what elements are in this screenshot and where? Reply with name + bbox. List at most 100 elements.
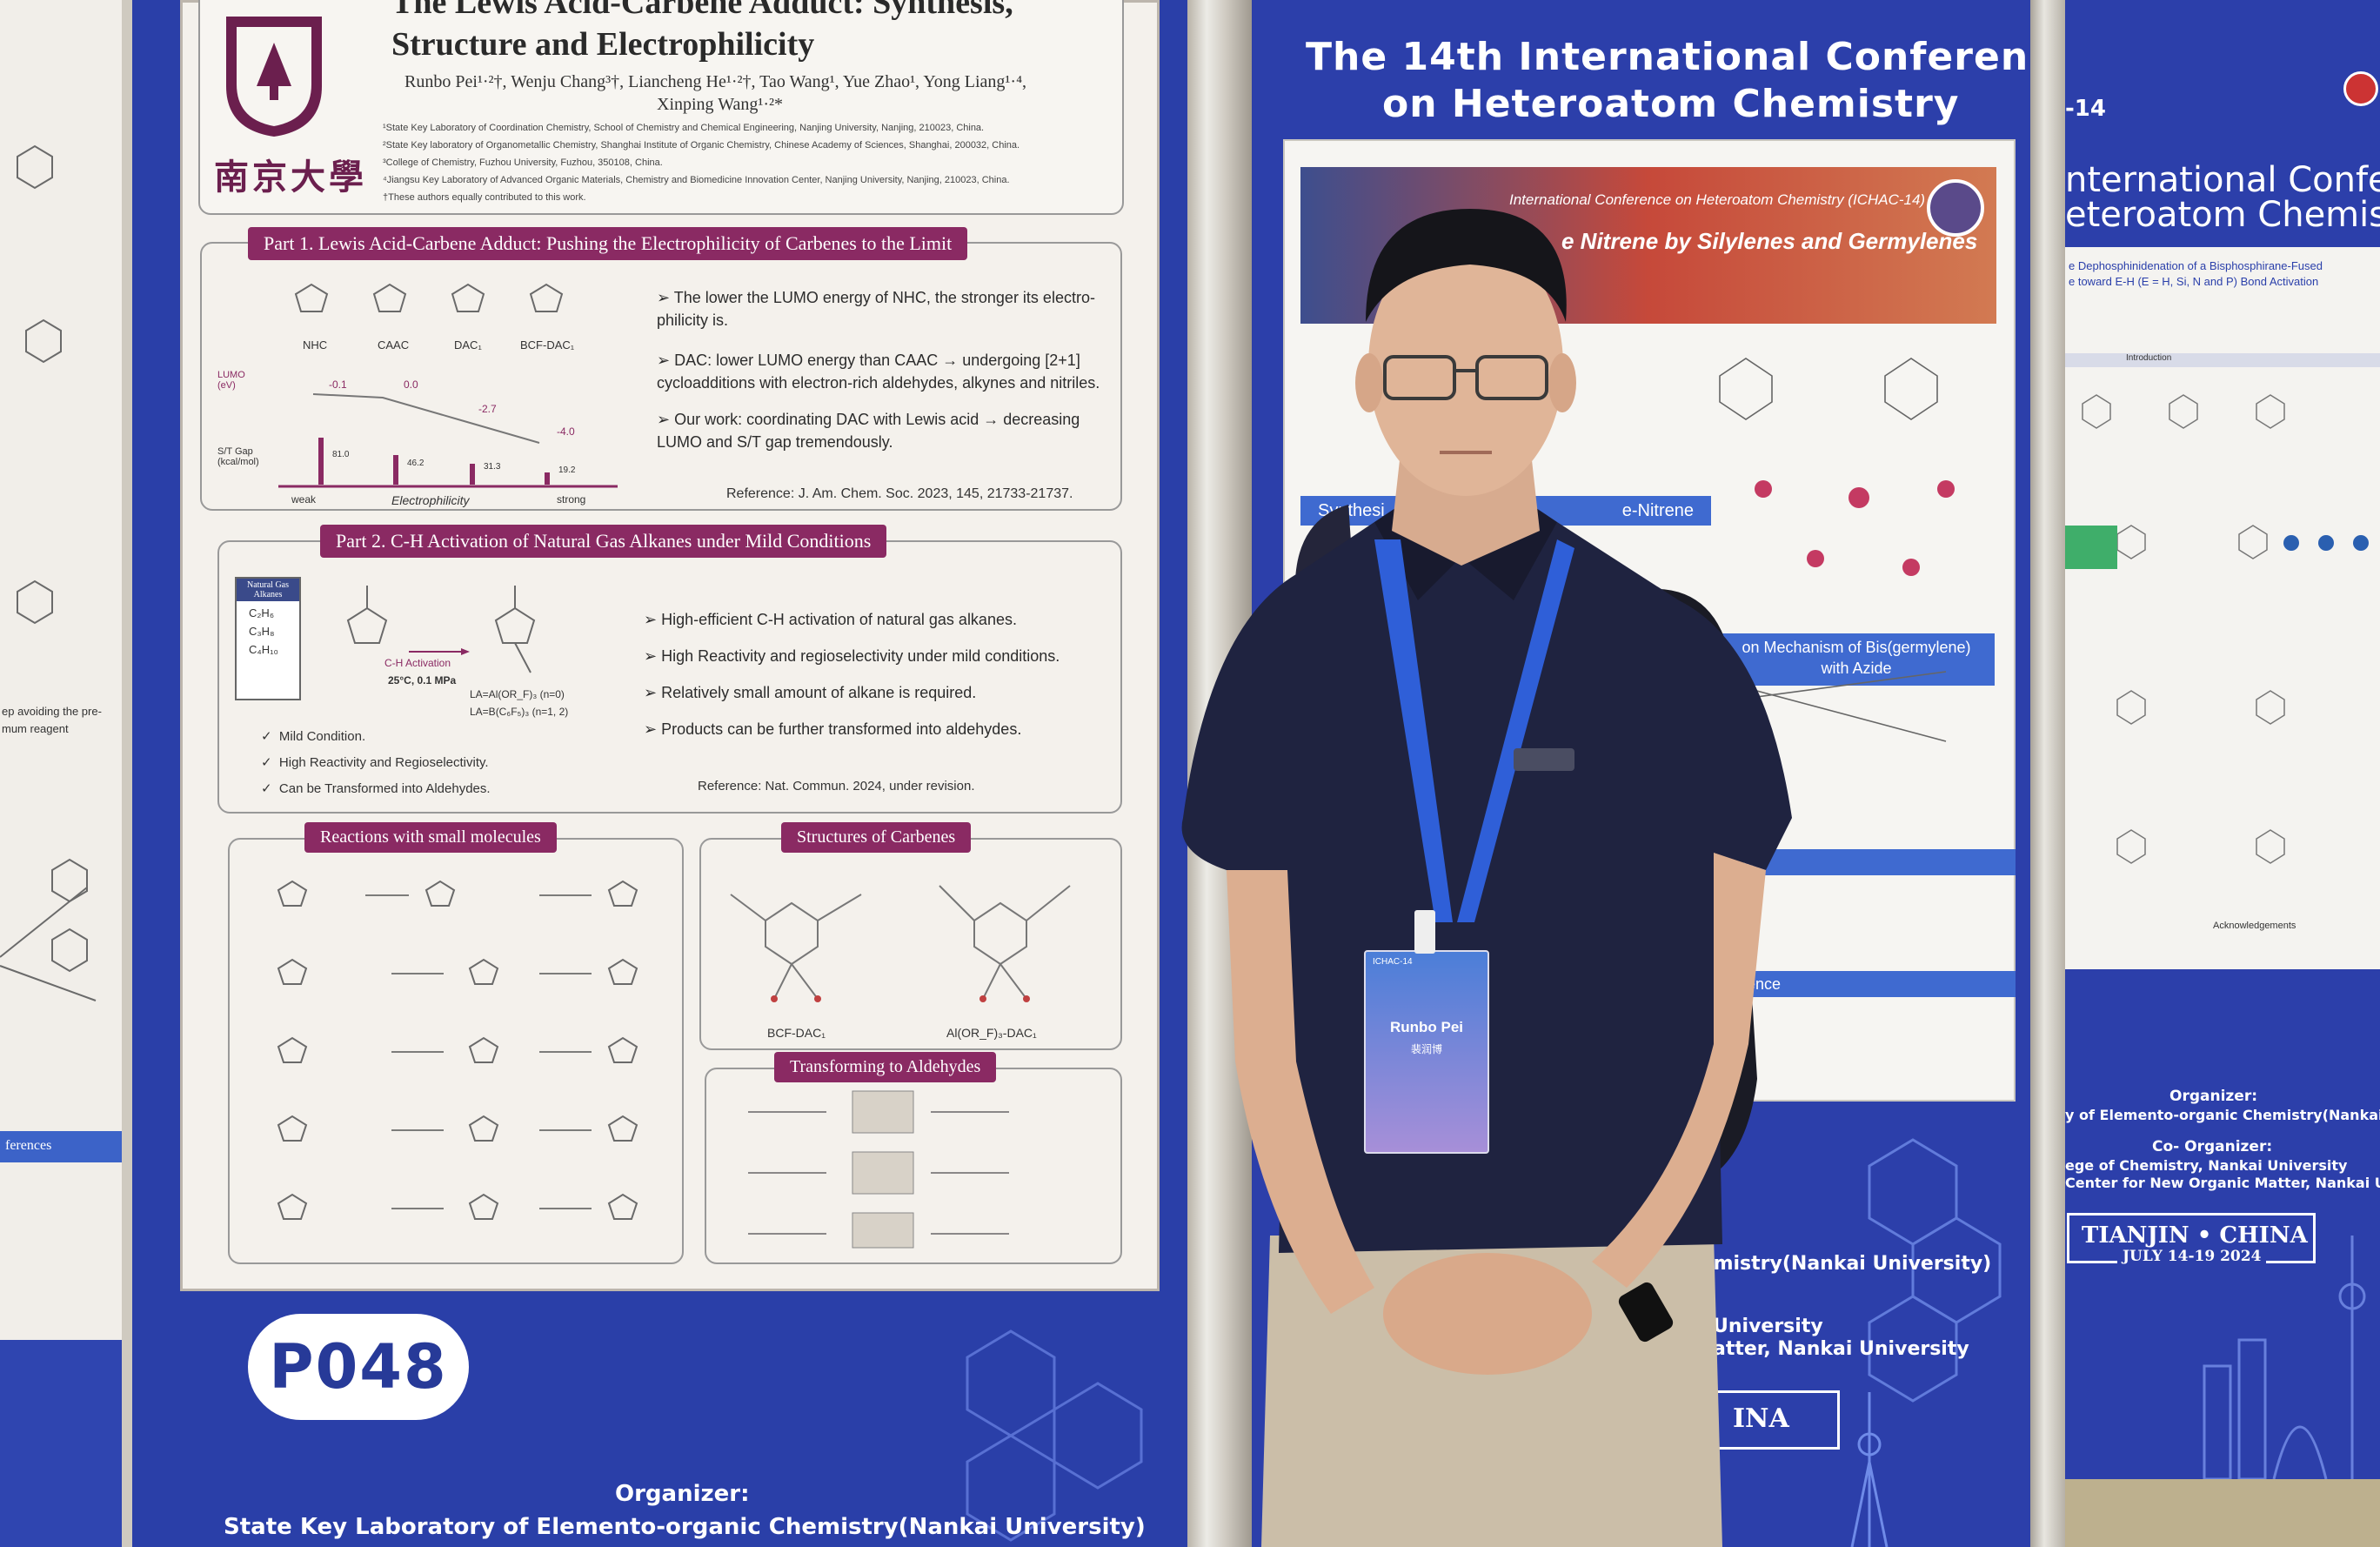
- chart-label: NHC: [303, 338, 328, 352]
- center-bottom-line3: atter, Nankai University: [1713, 1338, 1969, 1360]
- person: [1181, 209, 1792, 1547]
- badge-clip: [1414, 910, 1435, 954]
- part1-bullet: ➢ The lower the LUMO energy of NHC, the …: [657, 289, 1095, 329]
- gas-item: C₄H₁₀: [249, 643, 278, 656]
- gas-box-title: Natural Gas Alkanes: [237, 579, 299, 601]
- structures-banner: Structures of Carbenes: [781, 822, 972, 853]
- far-left-poster: ep avoiding the pre- mum reagent ference…: [0, 0, 122, 1340]
- organizer-name: State Key Laboratory of Elemento-organic…: [224, 1514, 1146, 1540]
- glasses: [1383, 355, 1548, 400]
- gas-item: C₂H₆: [249, 606, 275, 619]
- far-left-text: ep avoiding the pre-: [2, 705, 102, 718]
- tab-mechanism: on Mechanism of Bis(germylene) with Azid…: [1718, 633, 1995, 686]
- structure-label: Al(OR_F)₃-DAC₁: [946, 1026, 1037, 1040]
- reaction-schemes: [277, 880, 638, 1220]
- right-poster-molecules: [2065, 394, 2369, 864]
- part2-reference: Reference: Nat. Commun. 2024, under revi…: [698, 779, 975, 794]
- part2-bullet: ➢ High Reactivity and regioselectivity u…: [644, 647, 1060, 665]
- left-poster-panel: 南京大學 The Lewis Acid-Carbene Adduct: Synt…: [132, 0, 1187, 1547]
- right-arm: [1592, 853, 1766, 1288]
- tower-icon: [1850, 1392, 1889, 1547]
- right-dates: JULY 14-19 2024: [2117, 1248, 2267, 1265]
- st-value: 81.0: [332, 450, 350, 459]
- left-poster: 南京大學 The Lewis Acid-Carbene Adduct: Synt…: [180, 0, 1160, 1291]
- st-value: 19.2: [558, 465, 576, 475]
- affiliation: ³College of Chemistry, Fuzhou University…: [383, 157, 663, 168]
- check-item: ✓ High Reactivity and Regioselectivity.: [261, 755, 489, 770]
- la-note: LA=Al(OR_F)₃ (n=0): [470, 688, 565, 700]
- left-ear: [1355, 353, 1383, 412]
- affiliation: ²State Key laboratory of Organometallic …: [383, 140, 1020, 151]
- right-title-line1: nternational Confer: [2065, 160, 2380, 200]
- seal-icon: [1927, 179, 1984, 237]
- center-bottom-line2: University: [1713, 1316, 1823, 1337]
- st-label: S/T Gap (kcal/mol): [217, 446, 259, 467]
- tab-nitrene: e-Nitrene: [1546, 496, 1711, 526]
- check-item: ✓ Mild Condition.: [261, 729, 366, 744]
- center-bottom-box: INA: [1704, 1390, 1840, 1450]
- hex-decoration: [966, 1329, 1143, 1542]
- badge-name-cn: 裴润博: [1410, 1043, 1442, 1055]
- right-poster-sub: e toward E-H (E = H, Si, N and P) Bond A…: [2069, 275, 2319, 288]
- conference-title-line2: on Heteroatom Chemistry: [1382, 82, 1960, 126]
- title-block: [198, 0, 1124, 215]
- chart-bar: [470, 464, 475, 485]
- name-badge: ICHAC-14 Runbo Pei 裴润博: [1364, 950, 1489, 1154]
- transforming-banner: Transforming to Aldehydes: [774, 1052, 997, 1082]
- part2-banner: Part 2. C-H Activation of Natural Gas Al…: [320, 525, 887, 558]
- arrow-label: C-H Activation: [384, 657, 451, 669]
- part1-bullet: ➢ DAC: lower LUMO energy than CAAC → und…: [657, 352, 1100, 392]
- chart-bar: [318, 438, 324, 485]
- right-coorganizer-line1: ege of Chemistry, Nankai University: [2065, 1157, 2348, 1174]
- part1-reference: Reference: J. Am. Chem. Soc. 2023, 145, …: [726, 486, 1073, 501]
- check-item: ✓ Can be Transformed into Aldehydes.: [261, 781, 491, 796]
- gas-item: C₃H₈: [249, 625, 275, 638]
- poster-title-line2: Structure and Electrophilicity: [391, 26, 815, 63]
- lumo-st-plot: [278, 393, 618, 488]
- affiliation: †These authors equally contributed to th…: [383, 192, 586, 203]
- poster-authors-line2: Xinping Wang¹·²*: [657, 95, 783, 114]
- part2-bullet: ➢ High-efficient C-H activation of natur…: [644, 611, 1017, 628]
- part1-bullet: ➢ Our work: coordinating DAC with Lewis …: [657, 411, 1080, 451]
- chart-bar: [545, 472, 550, 485]
- trousers: [1261, 1236, 1722, 1547]
- right-title-line2: eteroatom Chemistry: [2065, 195, 2380, 235]
- poster-number-pill: P048: [248, 1314, 469, 1420]
- lumo-value: -2.7: [478, 403, 497, 415]
- far-left-panel: ep avoiding the pre- mum reagent ference…: [0, 0, 130, 1547]
- gas-box: Natural Gas Alkanes C₂H₆ C₃H₈ C₄H₁₀: [235, 577, 301, 700]
- right-header: -14: [2065, 96, 2106, 122]
- lumo-label: LUMO (eV): [217, 370, 245, 391]
- lanyard: [1374, 539, 1453, 922]
- conference-title-line1: The 14th International Conference: [1306, 35, 2080, 79]
- lumo-value: -0.1: [329, 378, 347, 391]
- right-conference-panel: -14 nternational Confer eteroatom Chemis…: [2065, 0, 2380, 1479]
- hands: [1383, 1253, 1592, 1375]
- affiliation: ⁴Jiangsu Key Laboratory of Advanced Orga…: [383, 175, 1010, 185]
- center-poster-header-text: International Conference on Heteroatom C…: [1509, 191, 1926, 208]
- right-coorganizer-line2: Center for New Organic Matter, Nankai Un…: [2065, 1175, 2380, 1191]
- lanyard: [1457, 539, 1574, 922]
- hair: [1366, 209, 1567, 322]
- lumo-value: 0.0: [404, 378, 418, 391]
- chart-label: BCF-DAC₁: [520, 338, 575, 352]
- right-logo-icon: [2343, 71, 2378, 106]
- floor: [2065, 1479, 2380, 1547]
- st-value: 46.2: [407, 459, 425, 468]
- far-left-text: mum reagent: [2, 722, 69, 735]
- right-poster-title: e Dephosphinidenation of a Bisphosphiran…: [2069, 259, 2323, 272]
- far-left-molecules: [0, 144, 97, 1001]
- booth-pole: [122, 0, 132, 1547]
- axis-mid: Electrophilicity: [391, 493, 470, 507]
- poster-title-line1: The Lewis Acid-Carbene Adduct: Synthesis…: [391, 0, 1013, 21]
- aldehyde-schemes: [748, 1090, 1009, 1249]
- badge-event: ICHAC-14: [1373, 957, 1413, 967]
- tab-reference: ference: [1711, 971, 2016, 997]
- axis-strong: strong: [557, 493, 586, 506]
- booth-pole: [2030, 0, 2065, 1547]
- left-arm: [1227, 870, 1374, 1314]
- la-note: LA=B(C₆F₅)₃ (n=1, 2): [470, 706, 569, 718]
- right-organizer-name: y of Elemento-organic Chemistry(Nankai U…: [2065, 1107, 2380, 1123]
- badge-name-en: Runbo Pei: [1389, 1019, 1464, 1035]
- part1-chart: NHC CAAC DAC₁ BCF-DAC₁ LUMO (eV) S/T Gap…: [217, 272, 626, 507]
